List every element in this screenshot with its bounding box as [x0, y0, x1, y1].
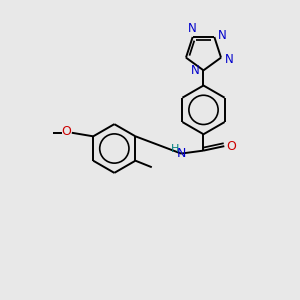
Text: O: O	[226, 140, 236, 153]
Text: N: N	[225, 52, 234, 66]
Text: H: H	[170, 144, 179, 154]
Text: N: N	[191, 64, 200, 77]
Text: N: N	[177, 147, 187, 160]
Text: N: N	[188, 22, 197, 35]
Text: O: O	[61, 125, 71, 138]
Text: N: N	[218, 29, 227, 42]
